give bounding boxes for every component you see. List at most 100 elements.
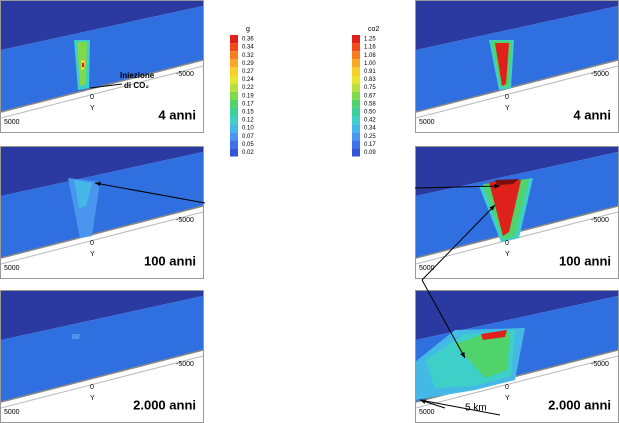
aquifer <box>1 296 203 402</box>
axis-label: -5000 <box>176 361 194 368</box>
colorbar-cell <box>230 67 238 76</box>
time-label: 100 anni <box>559 253 611 268</box>
plume <box>495 179 519 185</box>
plume <box>489 180 521 236</box>
colorbar-tick: 0.15 <box>242 109 254 115</box>
panel: 5000 -5000 0 Y 2.000 anni <box>0 290 204 423</box>
time-label: 2.000 anni <box>133 397 196 412</box>
colorbar-tick: 0.67 <box>364 93 376 99</box>
colorbar-tick: 1.00 <box>364 61 376 67</box>
time-label: 4 anni <box>573 107 611 122</box>
colorbar-cell <box>230 51 238 60</box>
axis-label: Y <box>90 105 95 112</box>
colorbar-tick: 0.83 <box>364 77 376 83</box>
axis-label: 5000 <box>4 409 20 416</box>
axis-label: 5000 <box>419 119 435 126</box>
colorbar-tick: 0.09 <box>364 150 376 156</box>
axis-label: -5000 <box>591 361 609 368</box>
colorbar-tick: 1.25 <box>364 37 376 43</box>
arrow <box>94 182 206 204</box>
colorbar-tick: 0.27 <box>242 69 254 75</box>
colorbar-cell <box>230 99 238 108</box>
plume <box>72 334 80 339</box>
cap-rock <box>416 291 618 340</box>
panel: 5000 -5000 0 Y 100 anni <box>0 146 204 279</box>
arrow-head <box>494 183 500 189</box>
arrow-head <box>95 181 101 187</box>
arrow-head <box>460 352 465 358</box>
colorbar-cell <box>352 116 360 125</box>
colorbar-cell <box>230 132 238 141</box>
plume <box>82 63 84 67</box>
axis-label: 5000 <box>4 265 20 272</box>
colorbar-cell <box>230 148 238 157</box>
colorbar-tick: 0.17 <box>364 142 376 148</box>
axis-label: 0 <box>90 384 94 391</box>
axis-label: -5000 <box>591 71 609 78</box>
colorbar-tick: 0.19 <box>242 93 254 99</box>
cap-rock <box>416 147 618 196</box>
colorbar-tick: 1.08 <box>364 53 376 59</box>
axis-label: 5000 <box>419 409 435 416</box>
colorbar-cell <box>352 43 360 52</box>
colorbar-tick: 0.10 <box>242 126 254 132</box>
colorbar-title: co2 <box>368 26 379 33</box>
aquifer <box>1 152 203 258</box>
axis-label: 0 <box>505 94 509 101</box>
colorbar-cell <box>230 91 238 100</box>
time-label: 2.000 anni <box>548 397 611 412</box>
axis-label: -5000 <box>176 217 194 224</box>
axis-label: 0 <box>90 240 94 247</box>
colorbar-tick: 0.02 <box>242 150 254 156</box>
axis-label: Y <box>90 251 95 258</box>
colorbar-tick: 0.29 <box>242 61 254 67</box>
panel: 5000 -5000 0 Y 100 anni <box>415 146 619 279</box>
colorbar-tick: 1.16 <box>364 45 376 51</box>
axis-label: Y <box>505 395 510 402</box>
cap-rock <box>1 147 203 196</box>
plume <box>481 330 507 340</box>
colorbar-tick: 0.58 <box>364 101 376 107</box>
plume <box>495 43 509 86</box>
plume <box>74 180 92 208</box>
base-line <box>0 349 204 403</box>
panel: 5000 -5000 0 Y 4 anni <box>415 0 619 133</box>
colorbar-tick: 0.25 <box>364 134 376 140</box>
colorbar-tick: 0.36 <box>242 37 254 43</box>
colorbar-cell <box>230 83 238 92</box>
base-line <box>0 65 204 119</box>
scale-label: 5 km <box>465 403 487 414</box>
colorbar-cell <box>230 107 238 116</box>
cap-rock <box>416 1 618 50</box>
colorbar-cell <box>230 43 238 52</box>
colorbar-tick: 0.12 <box>242 118 254 124</box>
colorbar-title: g <box>246 26 250 33</box>
base-line <box>0 211 204 265</box>
axis-label: 5000 <box>419 265 435 272</box>
arrow-head <box>489 205 495 211</box>
colorbar-tick: 0.42 <box>364 118 376 124</box>
colorbar-tick: 0.07 <box>242 134 254 140</box>
cap-rock <box>1 1 203 50</box>
aquifer <box>416 6 618 112</box>
colorbar-cell <box>352 124 360 133</box>
axis-label: -5000 <box>176 71 194 78</box>
colorbar-cell <box>352 51 360 60</box>
axis-label: Y <box>90 395 95 402</box>
colorbar-cell <box>352 59 360 68</box>
colorbar-cell <box>352 83 360 92</box>
colorbar-cell <box>230 140 238 149</box>
time-label: 100 anni <box>144 253 196 268</box>
colorbar-tick: 0.32 <box>242 53 254 59</box>
base-line <box>0 205 204 259</box>
base-line <box>0 355 204 409</box>
colorbar-tick: 0.75 <box>364 85 376 91</box>
colorbar-cell <box>352 35 360 44</box>
colorbar-cell <box>352 107 360 116</box>
axis-label: 0 <box>505 384 509 391</box>
colorbar-tick: 0.91 <box>364 69 376 75</box>
scale-bar <box>419 399 501 416</box>
colorbar-cell <box>352 140 360 149</box>
colorbar-cell <box>352 67 360 76</box>
colorbar-tick: 0.05 <box>242 142 254 148</box>
